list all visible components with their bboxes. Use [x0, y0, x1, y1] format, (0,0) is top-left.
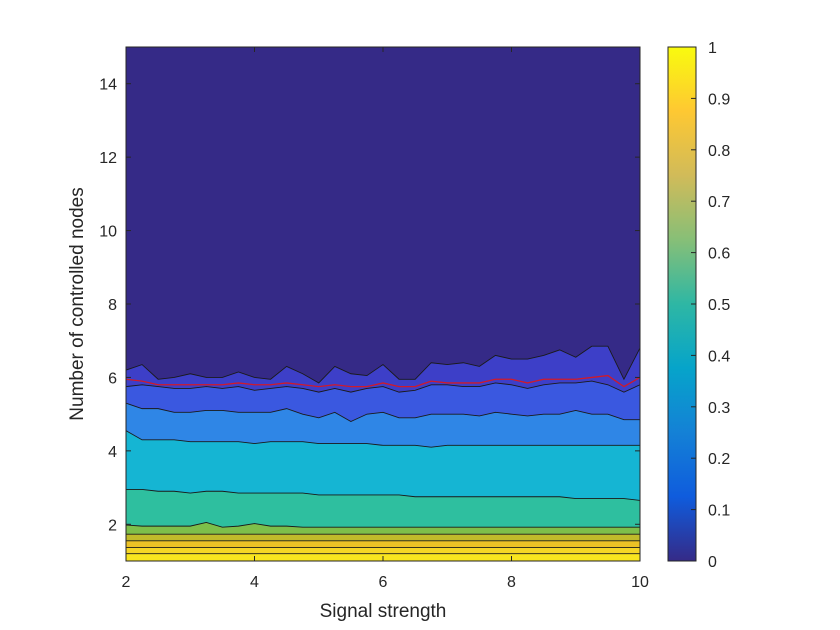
y-tick-label: 10: [99, 224, 117, 241]
y-axis: 2 4 6 8 10 12 14: [99, 77, 640, 534]
colorbar-tick-label: 0.5: [708, 297, 730, 314]
colorbar-tick-label: 0.8: [708, 143, 730, 160]
y-tick-label: 4: [108, 444, 117, 461]
colorbar-tick-label: 0.6: [708, 246, 730, 263]
colorbar-tick-label: 0.2: [708, 451, 730, 468]
x-tick-label: 2: [122, 574, 131, 591]
colorbar-tick-label: 0.4: [708, 348, 730, 365]
contour-lines: [126, 345, 640, 555]
colorbar-tick-label: 1: [708, 40, 717, 57]
y-tick-label: 2: [108, 517, 117, 534]
x-axis-label: Signal strength: [320, 601, 447, 622]
colorbar-tick-label: 0.7: [708, 194, 730, 211]
colorbar-tick-label: 0.1: [708, 503, 730, 520]
contour-line-0: [126, 345, 640, 384]
colorbar-tick-label: 0.3: [708, 400, 730, 417]
x-tick-label: 10: [631, 574, 649, 591]
highlight-contour-line: [126, 374, 640, 388]
colorbar-tick-label: 0: [708, 554, 717, 571]
x-tick-label: 8: [507, 574, 516, 591]
colorbar: 0 0.1 0.2 0.3 0.4 0.5 0.6 0.7 0.8 0.9 1: [667, 40, 730, 571]
colorbar-tick-label: 0.9: [708, 91, 730, 108]
contour-line-0.3: [126, 488, 640, 501]
contour-line-0.2: [126, 430, 640, 448]
y-tick-label: 6: [108, 370, 117, 387]
y-tick-label: 14: [99, 77, 117, 94]
contour-line-0.4: [126, 521, 640, 528]
contour-line-0.05: [126, 380, 640, 393]
y-tick-label: 12: [99, 150, 117, 167]
y-tick-label: 8: [108, 297, 117, 314]
x-tick-label: 4: [250, 574, 259, 591]
contour-bands: [126, 47, 640, 561]
y-axis-label: Number of controlled nodes: [67, 187, 88, 420]
plot-area: [125, 46, 641, 562]
colorbar-ticks: 0 0.1 0.2 0.3 0.4 0.5 0.6 0.7 0.8 0.9 1: [691, 40, 730, 571]
contour-line-0.1: [126, 402, 640, 422]
x-tick-label: 6: [379, 574, 388, 591]
x-axis: 2 4 6 8 10: [122, 47, 649, 591]
